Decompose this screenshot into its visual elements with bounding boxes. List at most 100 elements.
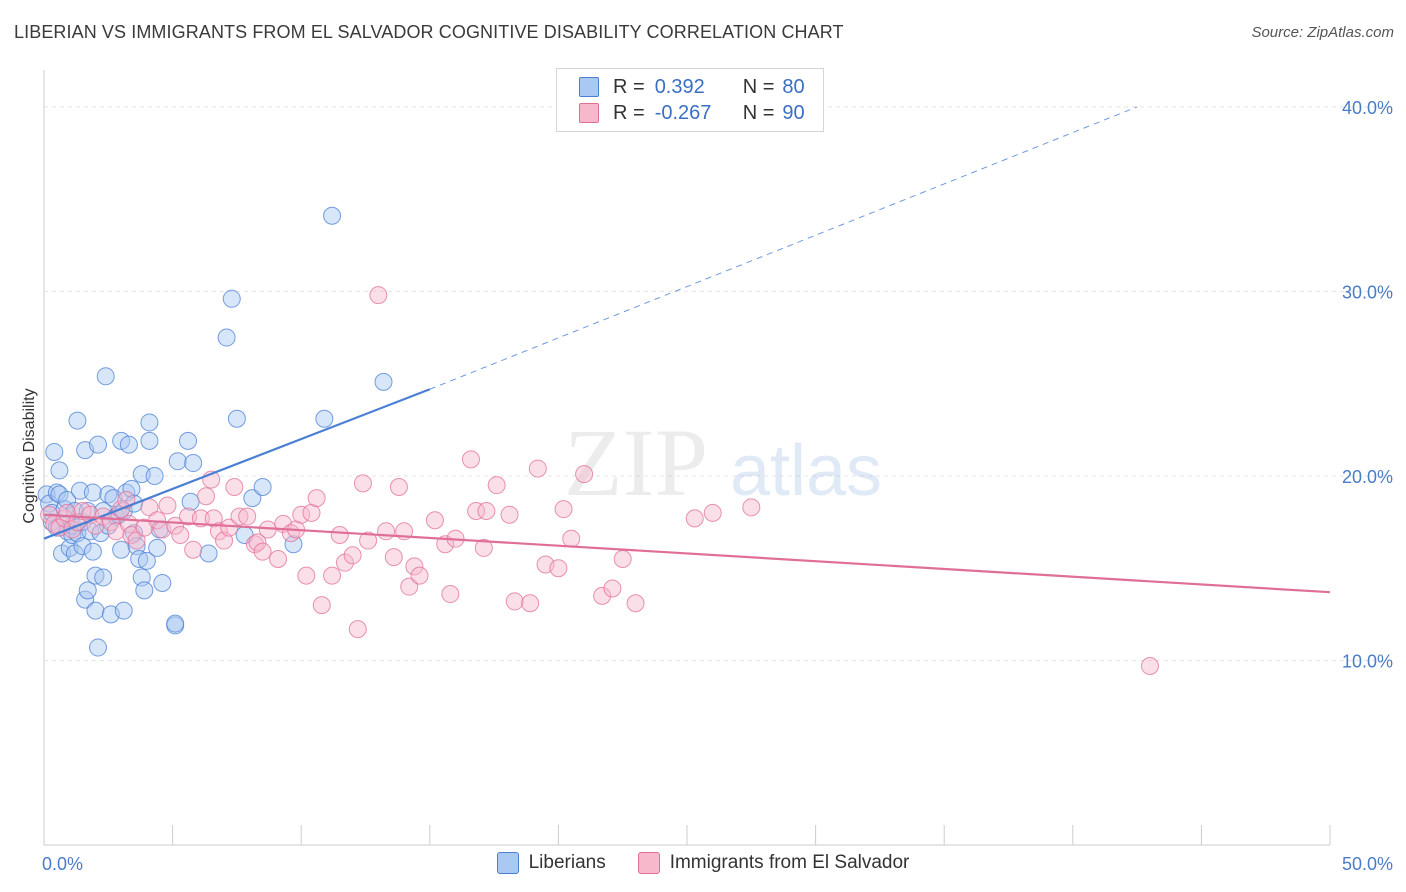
liberians-legend-swatch [496,852,519,874]
point-1-79 [315,409,334,428]
point-1-32 [89,638,108,657]
watermark: ZIP atlas [564,409,882,516]
r-value: -0.267 [654,101,712,124]
point-2-28 [197,487,216,506]
y-tick-labels: 10.0% 20.0% 30.0% 40.0% [1342,98,1393,672]
point-1-21 [73,537,92,556]
point-2-26 [184,540,203,559]
point-2-33 [220,518,239,537]
y-tick-label-10: 10.0% [1342,651,1393,671]
point-1-61 [145,466,164,485]
point-1-77 [253,478,272,497]
point-2-55 [353,474,372,493]
point-1-69 [181,492,200,511]
point-2-64 [410,566,429,585]
point-2-53 [343,546,362,565]
trend-line-2 [43,513,1331,594]
point-2-89 [742,498,761,517]
point-1-37 [96,367,115,386]
r-label: R = [613,101,645,124]
point-2-49 [312,596,331,615]
point-2-87 [685,509,704,528]
series-legend: Liberians Immigrants from El Salvador [0,852,1406,874]
point-1-58 [137,551,156,570]
x-tick-label-min: 0.0% [42,854,83,874]
point-1-74 [227,409,246,428]
point-1-72 [217,328,236,347]
n-value: 90 [782,101,805,124]
legend-row-el-salvador: R = -0.267 N = 90 [579,100,805,126]
point-2-31 [209,522,228,541]
point-1-30 [86,601,105,620]
point-2-77 [528,459,547,478]
el-salvador-swatch [579,103,599,123]
liberians-swatch [579,77,599,97]
point-1-31 [86,566,105,585]
point-2-65 [425,511,444,530]
point-2-41 [269,549,288,568]
gridlines [44,106,1392,661]
point-1-54 [130,549,149,568]
watermark-zip: ZIP [564,409,708,516]
point-1-66 [166,614,185,633]
point-1-59 [140,431,159,450]
point-2-46 [297,566,316,585]
legend-label-liberians: Liberians [528,852,606,873]
point-1-28 [83,542,102,561]
point-1-29 [83,483,102,502]
point-2-57 [369,286,388,305]
trend-lines [43,106,1331,594]
n-label: N = [742,75,775,98]
point-2-84 [603,579,622,598]
point-1-25 [78,581,97,600]
point-2-39 [253,542,272,561]
point-2-86 [626,594,645,613]
legend-item-el-salvador[interactable]: Immigrants from El Salvador [637,852,910,874]
point-1-64 [153,573,172,592]
r-label: R = [613,75,645,98]
chart-title: LIBERIAN VS IMMIGRANTS FROM EL SALVADOR … [14,22,844,42]
point-1-38 [99,485,118,504]
point-1-70 [184,454,203,473]
point-1-44 [112,540,131,559]
point-2-51 [330,526,349,544]
point-1-76 [243,489,262,508]
point-1-80 [323,206,342,225]
legend-label-el-salvador: Immigrants from El Salvador [669,852,910,873]
point-1-36 [94,568,113,587]
point-1-49 [119,435,138,454]
point-2-37 [245,535,264,554]
point-1-33 [89,435,108,454]
n-value: 80 [782,75,805,98]
point-2-83 [593,586,612,605]
point-2-73 [487,476,506,495]
point-2-72 [477,502,496,521]
point-2-71 [474,538,493,557]
point-1-81 [374,372,393,391]
point-2-81 [562,529,581,548]
point-2-38 [248,533,267,552]
point-2-74 [500,505,519,524]
stats-legend: R = 0.392 N = 80 R = -0.267 N = 90 [556,68,824,132]
y-tick-label-30: 30.0% [1342,282,1393,302]
point-2-50 [323,566,342,585]
x-tick-label-max: 50.0% [1342,854,1393,874]
point-2-36 [238,507,257,526]
point-1-50 [122,479,141,498]
point-1-18 [68,411,87,430]
point-1-57 [135,581,154,600]
legend-item-liberians[interactable]: Liberians [496,852,606,874]
point-2-59 [384,548,403,567]
point-2-63 [405,557,424,576]
point-2-56 [359,531,378,550]
point-2-58 [377,522,396,541]
watermark-atlas: atlas [730,431,882,511]
point-2-76 [521,594,540,613]
point-2-60 [389,478,408,497]
point-2-27 [191,509,210,528]
point-2-62 [400,577,419,596]
point-2-90 [1140,657,1159,676]
point-1-47 [114,601,133,620]
y-axis-label: Cognitive Disability [21,388,38,523]
